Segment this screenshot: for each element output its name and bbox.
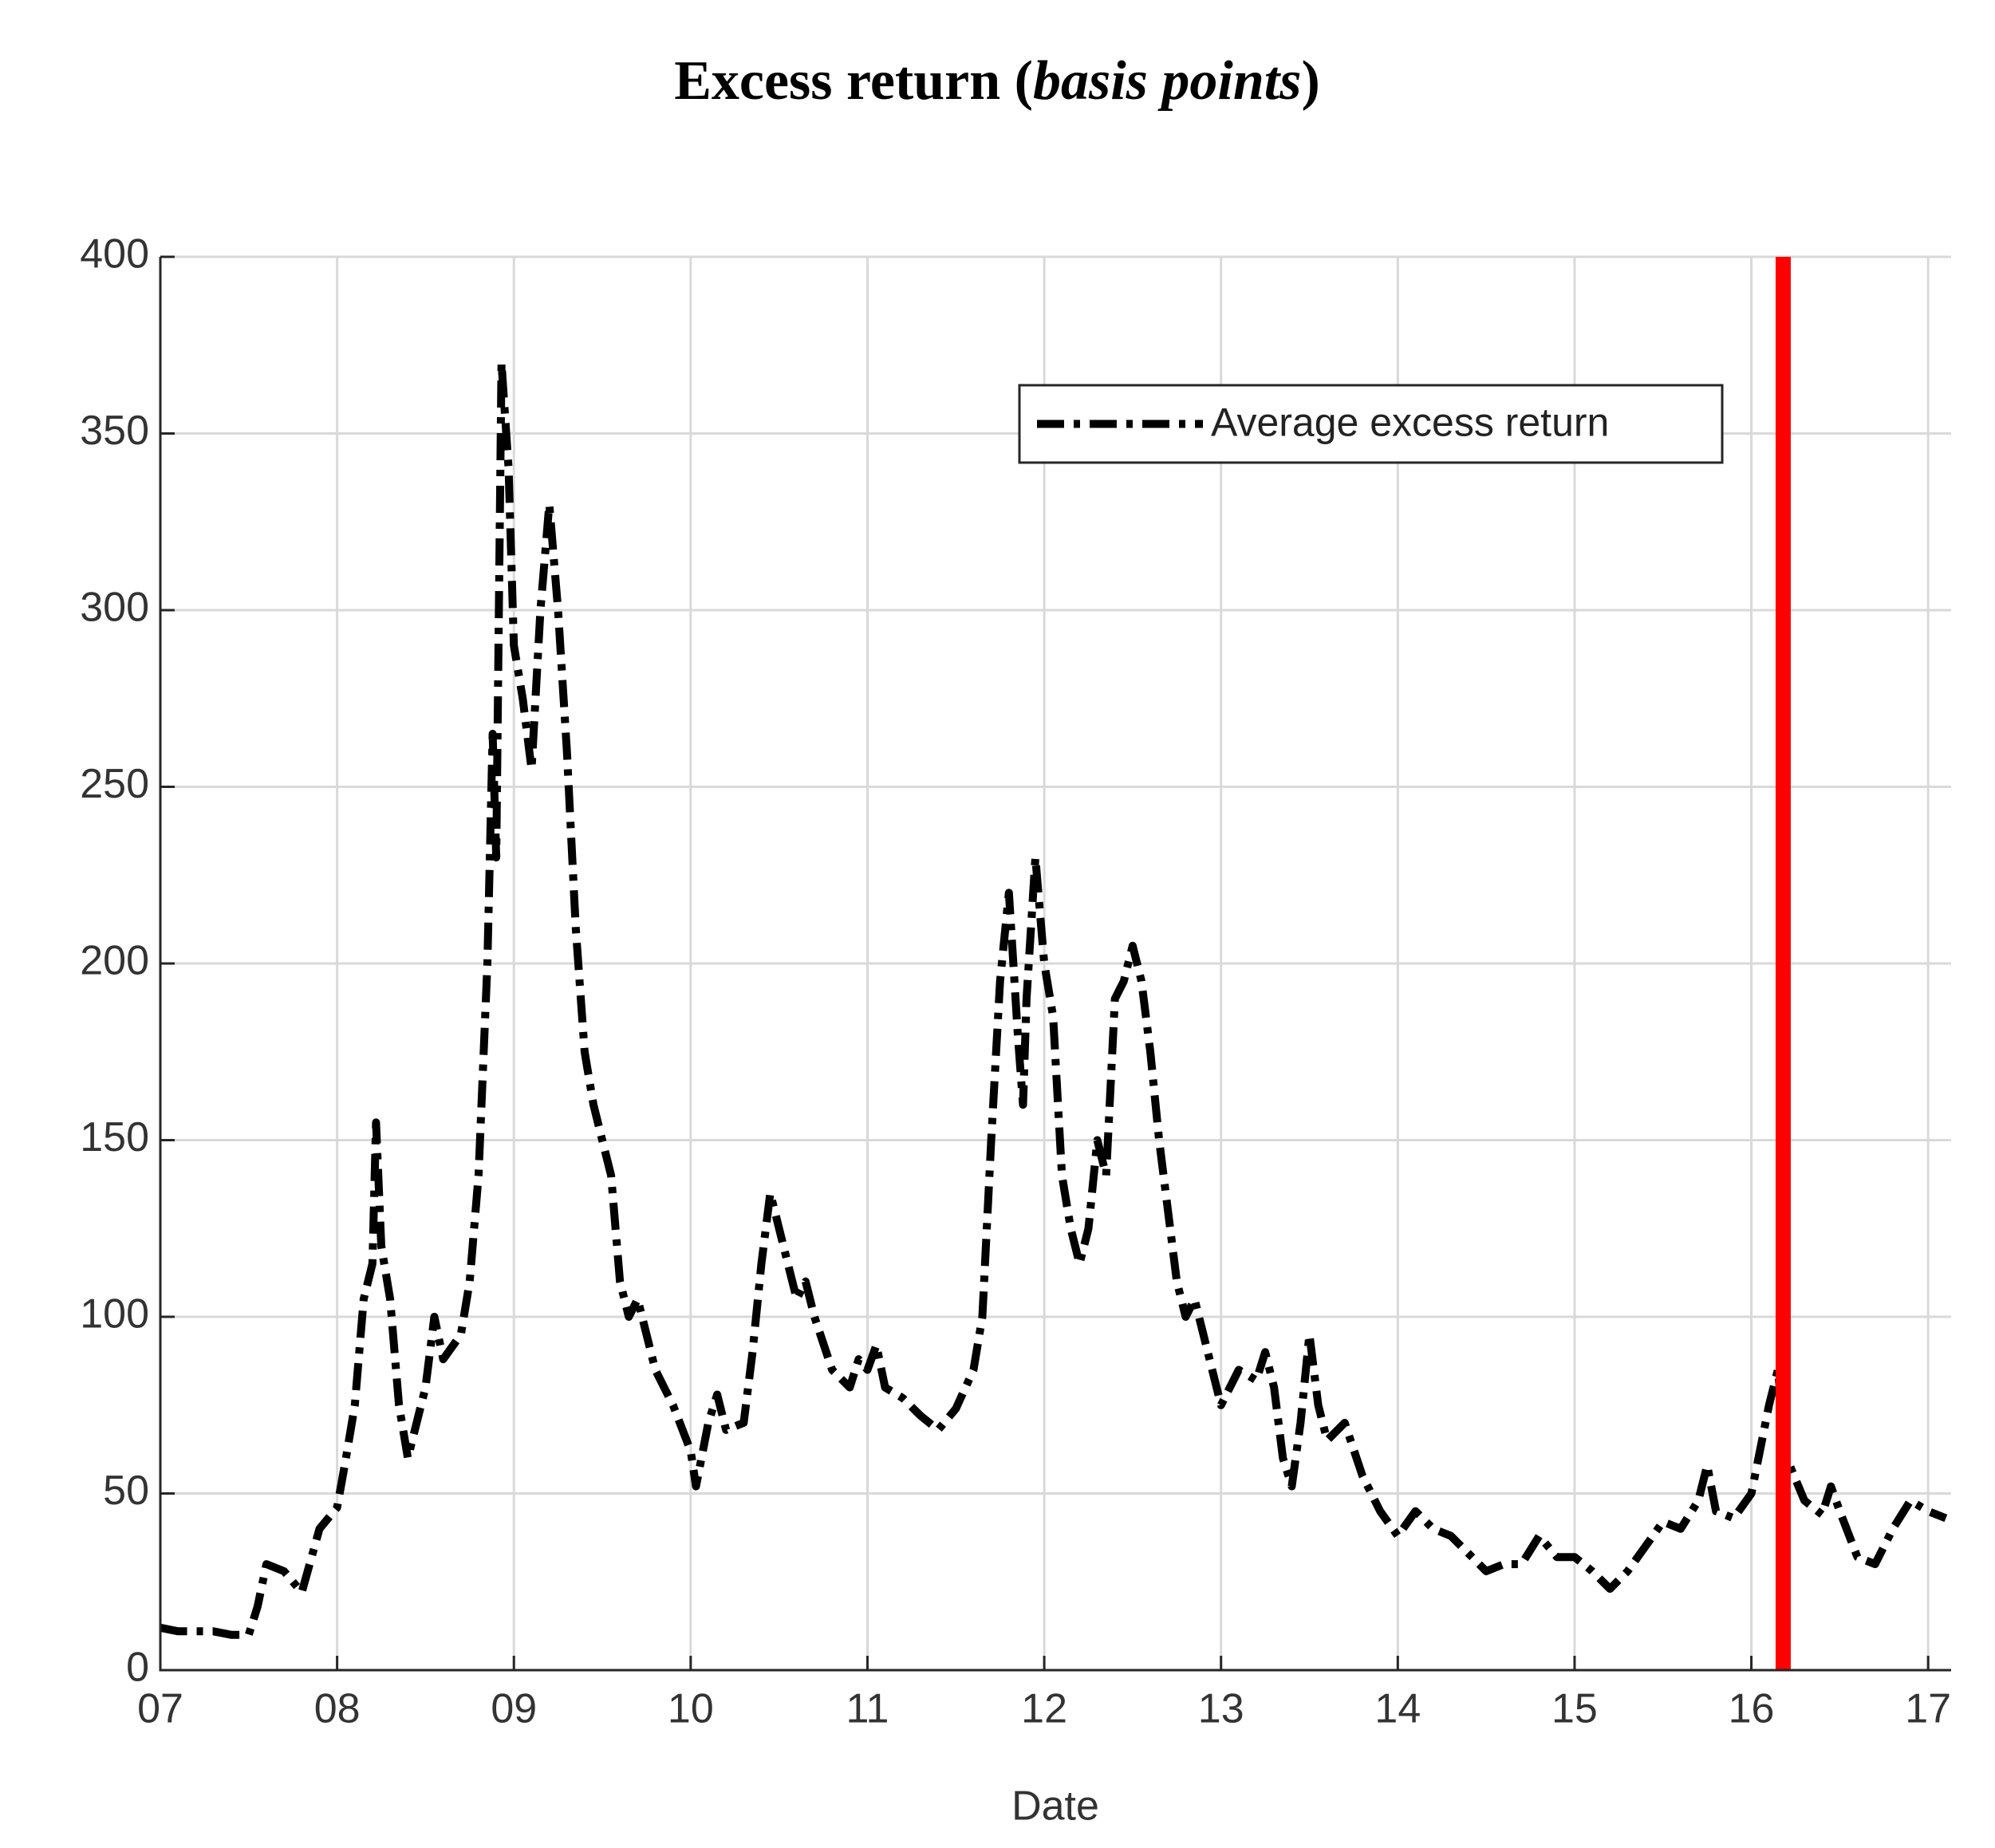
x-tick-label: 07	[137, 1686, 183, 1732]
y-tick-label: 100	[80, 1291, 149, 1338]
y-tick-label: 300	[80, 585, 149, 631]
y-tick-label: 0	[126, 1645, 149, 1691]
x-tick-label: 10	[668, 1686, 714, 1732]
y-tick-label: 350	[80, 408, 149, 454]
x-tick-label: 17	[1905, 1686, 1951, 1732]
y-tick-label: 50	[103, 1468, 149, 1514]
y-tick-label: 150	[80, 1114, 149, 1160]
x-tick-label: 08	[314, 1686, 361, 1732]
x-tick-label: 14	[1374, 1686, 1421, 1732]
x-tick-label: 09	[491, 1686, 537, 1732]
y-tick-label: 400	[80, 231, 149, 278]
y-tick-label: 200	[80, 938, 149, 984]
title-part: basis points	[1033, 50, 1302, 112]
x-tick-label: 11	[846, 1686, 889, 1732]
title-part: )	[1301, 50, 1319, 112]
x-tick-label: 16	[1729, 1686, 1775, 1732]
axis-frame	[159, 257, 1951, 1672]
y-tick-label: 250	[80, 761, 149, 807]
x-axis-label: Date	[1011, 1783, 1099, 1830]
x-tick-label: 15	[1551, 1686, 1598, 1732]
x-tick-label: 13	[1198, 1686, 1244, 1732]
chart-title: Excess return (basis points)	[674, 50, 1320, 112]
title-part: Excess return (	[674, 50, 1033, 112]
x-tick-label: 12	[1021, 1686, 1067, 1732]
series-line	[160, 358, 1948, 1639]
legend-label: Average excess return	[1211, 400, 1609, 445]
legend-box	[1018, 384, 1724, 464]
legend: Average excess return	[1018, 384, 1724, 464]
